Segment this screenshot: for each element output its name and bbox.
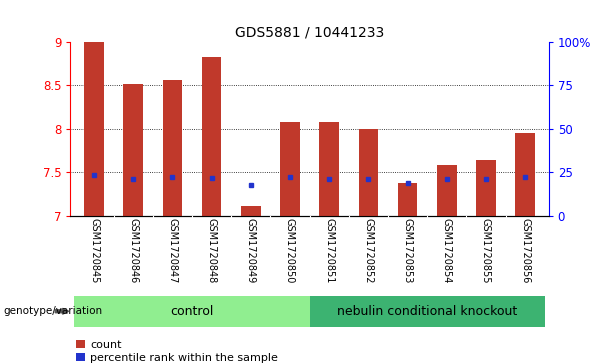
Bar: [359, 129, 378, 216]
Text: GSM1720856: GSM1720856: [520, 219, 530, 284]
Text: nebulin conditional knockout: nebulin conditional knockout: [337, 305, 517, 318]
Text: GSM1720854: GSM1720854: [442, 219, 452, 284]
Text: GSM1720855: GSM1720855: [481, 219, 491, 284]
Text: genotype/variation: genotype/variation: [3, 306, 102, 316]
Text: GSM1720846: GSM1720846: [128, 219, 138, 284]
Bar: [162, 80, 182, 216]
Bar: [476, 160, 496, 216]
Bar: [319, 122, 339, 216]
Text: GSM1720848: GSM1720848: [207, 219, 216, 284]
Legend: count, percentile rank within the sample: count, percentile rank within the sample: [76, 339, 278, 363]
Text: GSM1720853: GSM1720853: [403, 219, 413, 284]
Bar: [241, 205, 261, 216]
Bar: [202, 57, 221, 216]
Text: GSM1720849: GSM1720849: [246, 219, 256, 284]
Bar: [437, 164, 457, 216]
Text: control: control: [170, 305, 214, 318]
Text: GSM1720845: GSM1720845: [89, 219, 99, 284]
Text: GSM1720850: GSM1720850: [285, 219, 295, 284]
Text: GSM1720847: GSM1720847: [167, 219, 177, 284]
Bar: [123, 85, 143, 216]
Text: GSM1720852: GSM1720852: [364, 219, 373, 284]
Bar: [310, 296, 545, 327]
Bar: [84, 42, 104, 216]
Title: GDS5881 / 10441233: GDS5881 / 10441233: [235, 25, 384, 39]
Bar: [74, 296, 310, 327]
Bar: [398, 183, 417, 216]
Bar: [280, 122, 300, 216]
Bar: [516, 133, 535, 216]
Text: GSM1720851: GSM1720851: [324, 219, 334, 284]
